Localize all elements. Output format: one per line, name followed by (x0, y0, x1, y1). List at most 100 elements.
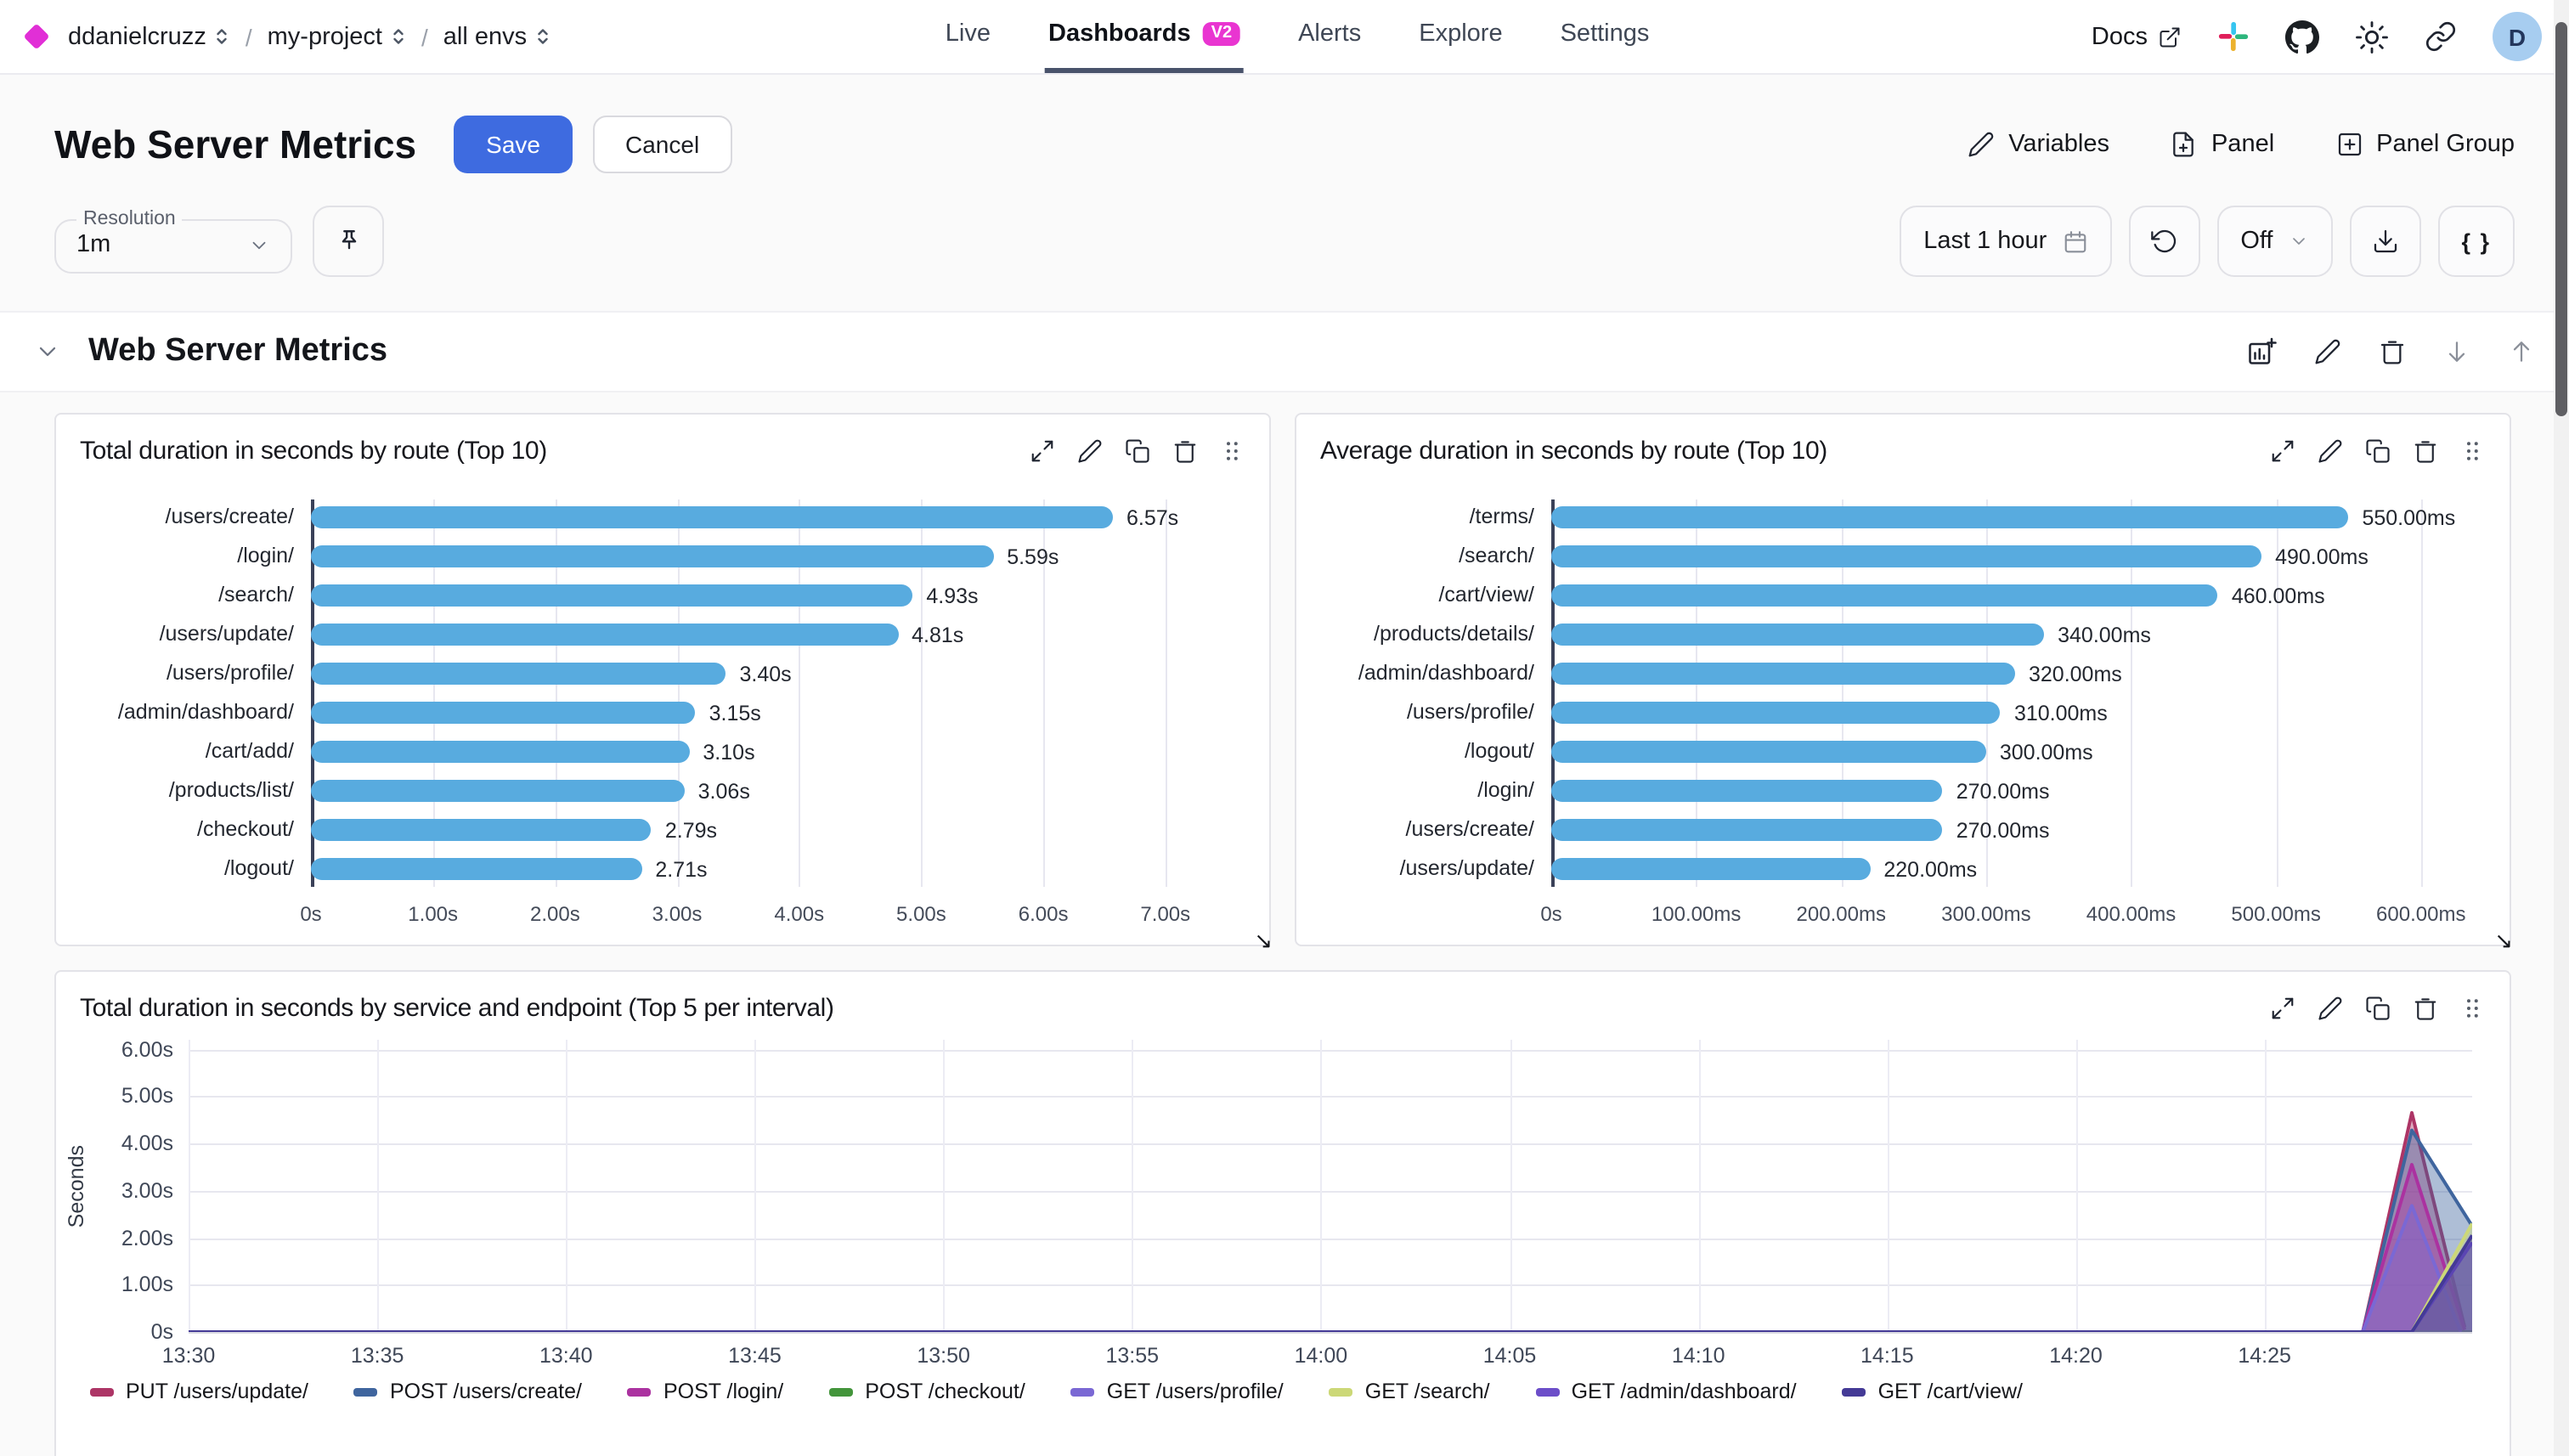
bar-row[interactable]: 3.15s (311, 697, 1239, 729)
bar-row[interactable]: 310.00ms (1551, 697, 2479, 729)
tab-settings[interactable]: Settings (1560, 20, 1650, 48)
drag-handle-icon[interactable] (2460, 438, 2486, 464)
copy-icon[interactable] (1125, 438, 1150, 464)
bar[interactable] (311, 858, 642, 880)
legend-item[interactable]: GET /search/ (1329, 1380, 1490, 1403)
drag-handle-icon[interactable] (1220, 438, 1245, 464)
edit-icon[interactable] (1077, 438, 1103, 464)
copy-icon[interactable] (2365, 438, 2391, 464)
bar[interactable] (311, 545, 994, 567)
bar[interactable] (311, 819, 652, 841)
arrow-down-icon[interactable] (2443, 338, 2470, 365)
expand-icon[interactable] (1030, 438, 1055, 464)
variables-button[interactable]: Variables (1968, 131, 2109, 158)
pin-resolution-button[interactable] (313, 206, 384, 277)
time-controls: Last 1 hour Off { } (1900, 206, 2515, 277)
bar-row[interactable]: 460.00ms (1551, 579, 2479, 612)
bar[interactable] (1551, 584, 2218, 607)
save-button[interactable]: Save (454, 116, 573, 173)
bar-row[interactable]: 5.59s (311, 540, 1239, 573)
bar[interactable] (311, 624, 899, 646)
env-switcher[interactable]: all envs (443, 23, 550, 50)
org-switcher[interactable]: ddanielcruzz (68, 23, 230, 50)
resolution-select[interactable]: Resolution 1m (54, 209, 292, 274)
bar-row[interactable]: 6.57s (311, 501, 1239, 533)
bar[interactable] (311, 702, 696, 724)
docs-link[interactable]: Docs (2092, 23, 2182, 50)
refresh-button[interactable] (2128, 206, 2200, 277)
bar[interactable] (311, 506, 1113, 528)
bar[interactable] (1551, 780, 1943, 802)
legend-item[interactable]: POST /checkout/ (829, 1380, 1025, 1403)
bar[interactable] (1551, 545, 2262, 567)
arrow-up-icon[interactable] (2508, 338, 2535, 365)
copy-icon[interactable] (2365, 996, 2391, 1021)
tab-explore[interactable]: Explore (1419, 20, 1503, 48)
expand-icon[interactable] (2270, 996, 2295, 1021)
bar-row[interactable]: 2.79s (311, 814, 1239, 846)
page-scrollbar[interactable] (2554, 0, 2569, 1456)
bar[interactable] (311, 741, 690, 763)
legend-item[interactable]: PUT /users/update/ (90, 1380, 308, 1403)
bar-row[interactable]: 3.10s (311, 736, 1239, 768)
bar-row[interactable]: 300.00ms (1551, 736, 2479, 768)
collapse-chevron-icon[interactable] (34, 338, 61, 365)
bar[interactable] (1551, 702, 2001, 724)
project-switcher[interactable]: my-project (268, 23, 406, 50)
bar[interactable] (1551, 858, 1871, 880)
bar[interactable] (1551, 819, 1943, 841)
bar-row[interactable]: 3.06s (311, 775, 1239, 807)
legend-item[interactable]: GET /cart/view/ (1842, 1380, 2023, 1403)
cancel-button[interactable]: Cancel (593, 116, 732, 173)
bar-row[interactable]: 270.00ms (1551, 814, 2479, 846)
bar-row[interactable]: 220.00ms (1551, 853, 2479, 885)
slack-icon[interactable] (2217, 20, 2250, 53)
bar-row[interactable]: 320.00ms (1551, 657, 2479, 690)
bar[interactable] (311, 663, 726, 685)
github-icon[interactable] (2285, 20, 2319, 54)
bar-row[interactable]: 4.81s (311, 618, 1239, 651)
legend-item[interactable]: POST /users/create/ (353, 1380, 582, 1403)
bar-row[interactable]: 2.71s (311, 853, 1239, 885)
json-view-button[interactable]: { } (2437, 206, 2515, 277)
tab-dashboards[interactable]: Dashboards V2 (1045, 0, 1245, 73)
sun-icon[interactable] (2355, 20, 2389, 54)
auto-refresh-select[interactable]: Off (2216, 206, 2333, 277)
bar-row[interactable]: 4.93s (311, 579, 1239, 612)
bar[interactable] (1551, 624, 2045, 646)
time-range-picker[interactable]: Last 1 hour (1900, 206, 2112, 277)
legend-item[interactable]: POST /login/ (627, 1380, 783, 1403)
bar[interactable] (1551, 741, 1986, 763)
bar-row[interactable]: 550.00ms (1551, 501, 2479, 533)
edit-icon[interactable] (2314, 338, 2341, 365)
edit-icon[interactable] (2318, 438, 2343, 464)
legend-item[interactable]: GET /users/profile/ (1070, 1380, 1284, 1403)
bar-row[interactable]: 490.00ms (1551, 540, 2479, 573)
panel-resize-handle[interactable]: ↘ (1254, 928, 1273, 953)
tab-live[interactable]: Live (945, 20, 991, 48)
bar-row[interactable]: 3.40s (311, 657, 1239, 690)
bar-row[interactable]: 270.00ms (1551, 775, 2479, 807)
expand-icon[interactable] (2270, 438, 2295, 464)
add-panel-group-button[interactable]: Panel Group (2335, 131, 2515, 158)
tab-alerts[interactable]: Alerts (1298, 20, 1362, 48)
export-download-button[interactable] (2349, 206, 2421, 277)
user-avatar[interactable]: D (2493, 12, 2542, 61)
panel-resize-handle[interactable]: ↘ (2494, 928, 2513, 953)
drag-handle-icon[interactable] (2460, 996, 2486, 1021)
bar[interactable] (311, 584, 913, 607)
delete-icon[interactable] (2413, 996, 2438, 1021)
add-panel-button[interactable]: Panel (2171, 131, 2274, 158)
bar[interactable] (1551, 506, 2349, 528)
legend-item[interactable]: GET /admin/dashboard/ (1535, 1380, 1797, 1403)
bar-row[interactable]: 340.00ms (1551, 618, 2479, 651)
delete-icon[interactable] (2379, 338, 2406, 365)
bar[interactable] (311, 780, 685, 802)
add-chart-icon[interactable] (2246, 336, 2277, 367)
edit-icon[interactable] (2318, 996, 2343, 1021)
delete-icon[interactable] (2413, 438, 2438, 464)
scrollbar-thumb[interactable] (2555, 22, 2567, 416)
delete-icon[interactable] (1172, 438, 1198, 464)
link-icon[interactable] (2425, 20, 2457, 53)
bar[interactable] (1551, 663, 2015, 685)
